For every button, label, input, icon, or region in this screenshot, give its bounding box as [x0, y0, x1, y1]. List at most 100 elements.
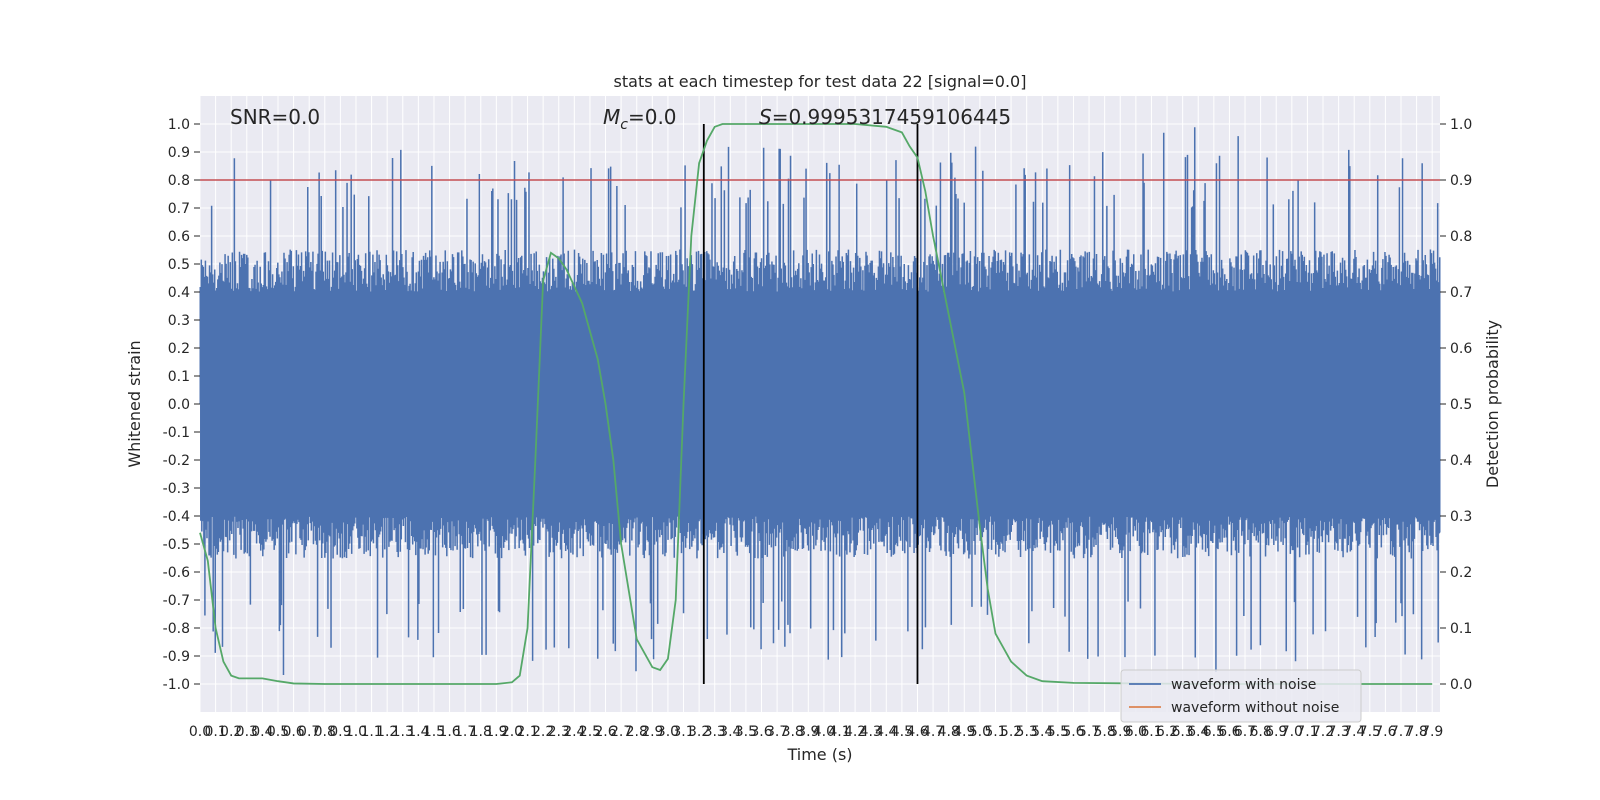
x-tick-label: 5.1 — [984, 724, 1006, 740]
snr-annotation: SNR=0.0 — [230, 105, 320, 129]
x-tick-label: 6.0 — [1125, 724, 1147, 740]
legend: waveform with noise waveform without noi… — [1120, 669, 1362, 723]
y-tick-label: -1.0 — [163, 677, 190, 693]
y-tick-label: -0.8 — [163, 621, 190, 637]
x-tick-label: 5.6 — [1062, 724, 1084, 740]
x-tick-label: 5.4 — [1031, 724, 1053, 740]
x-tick-label: 0.9 — [329, 724, 351, 740]
x-tick-label: 1.3 — [392, 724, 414, 740]
y2-tick-label: 0.3 — [1450, 509, 1472, 525]
x-tick-label: 7.3 — [1327, 724, 1349, 740]
x-tick-label: 7.5 — [1359, 724, 1381, 740]
x-tick-label: 6.5 — [1203, 724, 1225, 740]
y2-tick-label: 0.6 — [1450, 341, 1472, 357]
y2-tick-label: 0.0 — [1450, 677, 1472, 693]
x-axis-label: Time (s) — [786, 745, 852, 764]
x-tick-label: 3.7 — [766, 724, 788, 740]
x-tick-label: 3.3 — [704, 724, 726, 740]
x-tick-label: 1.7 — [454, 724, 476, 740]
x-tick-label: 1.1 — [360, 724, 382, 740]
x-tick-label: 0.5 — [267, 724, 289, 740]
x-tick-label: 1.0 — [345, 724, 367, 740]
legend-label-with-noise: waveform with noise — [1171, 677, 1316, 693]
s-symbol: S — [759, 105, 772, 129]
x-tick-label: 1.6 — [438, 724, 460, 740]
y-tick-label: 0.9 — [168, 145, 190, 161]
x-tick-label: 3.0 — [657, 724, 679, 740]
x-tick-label: 3.2 — [688, 724, 710, 740]
x-tick-label: 2.9 — [641, 724, 663, 740]
y-tick-label: -0.2 — [163, 453, 190, 469]
x-tick-label: 3.9 — [797, 724, 819, 740]
x-tick-label: 6.9 — [1265, 724, 1287, 740]
y-tick-label: 0.7 — [168, 201, 190, 217]
y2-tick-label: 0.4 — [1450, 453, 1472, 469]
x-tick-label: 4.5 — [891, 724, 913, 740]
x-tick-label: 4.4 — [875, 724, 897, 740]
x-tick-label: 7.8 — [1405, 724, 1427, 740]
x-tick-label: 6.1 — [1140, 724, 1162, 740]
x-tick-label: 1.9 — [485, 724, 507, 740]
y-tick-label: 0.5 — [168, 257, 190, 273]
y-tick-label: 0.6 — [168, 229, 190, 245]
chart-title: stats at each timestep for test data 22 … — [614, 72, 1027, 91]
s-value: =0.9995317459106445 — [772, 105, 1011, 129]
y-tick-label: 0.3 — [168, 313, 190, 329]
x-tick-label: 0.1 — [204, 724, 226, 740]
x-tick-label: 0.6 — [282, 724, 304, 740]
x-tick-label: 5.7 — [1078, 724, 1100, 740]
s-annotation: S=0.9995317459106445 — [759, 105, 1011, 129]
x-tick-label: 1.5 — [423, 724, 445, 740]
y-tick-label: -0.9 — [163, 649, 190, 665]
x-tick-label: 4.8 — [938, 724, 960, 740]
y-axis-label: Whitened strain — [125, 340, 144, 467]
x-tick-label: 7.2 — [1312, 724, 1334, 740]
y-tick-label: -0.6 — [163, 565, 190, 581]
x-tick-label: 2.6 — [594, 724, 616, 740]
x-tick-label: 5.3 — [1016, 724, 1038, 740]
x-tick-label: 2.2 — [532, 724, 554, 740]
x-tick-label: 0.8 — [314, 724, 336, 740]
x-tick-label: 7.4 — [1343, 724, 1365, 740]
x-tick-label: 4.1 — [828, 724, 850, 740]
x-tick-label: 7.0 — [1281, 724, 1303, 740]
x-tick-label: 7.9 — [1421, 724, 1443, 740]
x-tick-label: 6.8 — [1249, 724, 1271, 740]
x-tick-label: 1.4 — [407, 724, 429, 740]
x-tick-label: 7.1 — [1296, 724, 1318, 740]
y2-tick-label: 0.7 — [1450, 285, 1472, 301]
y-tick-label: 0.4 — [168, 285, 190, 301]
x-tick-label: 4.6 — [906, 724, 928, 740]
y-tick-label: -0.7 — [163, 593, 190, 609]
x-tick-label: 5.9 — [1109, 724, 1131, 740]
x-tick-label: 2.4 — [563, 724, 585, 740]
chirp-mass-annotation: Mc=0.0 — [603, 105, 677, 133]
x-tick-label: 6.4 — [1187, 724, 1209, 740]
x-tick-label: 2.8 — [626, 724, 648, 740]
x-tick-label: 0.4 — [251, 724, 273, 740]
y-tick-label: 0.2 — [168, 341, 190, 357]
x-tick-label: 2.7 — [610, 724, 632, 740]
y2-axis-ticks: 1.0 0.9 0.8 0.7 0.6 0.5 0.4 0.3 0.2 0.1 0.0 — [1440, 117, 1472, 693]
x-tick-label: 3.4 — [719, 724, 741, 740]
x-tick-label: 0.3 — [236, 724, 258, 740]
x-tick-label: 0.0 — [189, 724, 211, 740]
x-tick-label: 6.7 — [1234, 724, 1256, 740]
mc-subscript: c — [620, 117, 628, 133]
waveform-with-noise-path — [199, 127, 1441, 676]
x-tick-label: 0.7 — [298, 724, 320, 740]
y2-tick-label: 0.8 — [1450, 229, 1472, 245]
y2-tick-label: 0.5 — [1450, 397, 1472, 413]
mc-symbol: M — [603, 105, 620, 129]
x-tick-label: 7.7 — [1390, 724, 1412, 740]
y2-tick-label: 0.1 — [1450, 621, 1472, 637]
x-tick-label: 2.5 — [579, 724, 601, 740]
y-tick-label: 0.0 — [168, 397, 190, 413]
x-tick-label: 4.2 — [844, 724, 866, 740]
x-tick-label: 5.0 — [969, 724, 991, 740]
x-tick-label: 5.5 — [1047, 724, 1069, 740]
x-tick-label: 1.2 — [376, 724, 398, 740]
x-tick-label: 0.2 — [220, 724, 242, 740]
x-tick-label: 4.9 — [953, 724, 975, 740]
